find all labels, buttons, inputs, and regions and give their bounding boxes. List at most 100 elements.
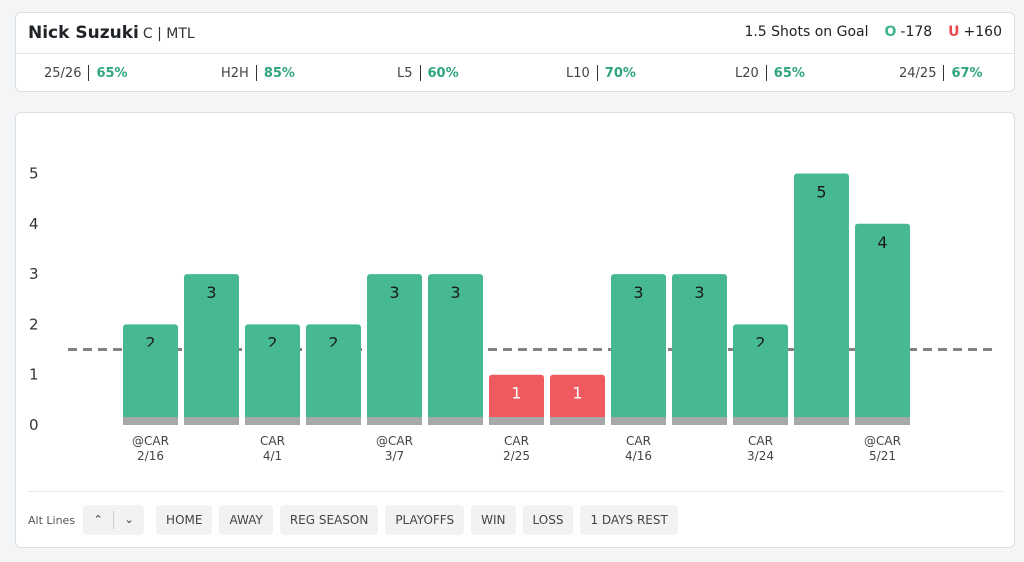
bar[interactable]	[489, 374, 544, 425]
prop-header-top: Nick Suzuki C | MTL 1.5 Shots on Goal O -…	[16, 13, 1014, 54]
bar-overlay	[306, 346, 361, 353]
split-h2h[interactable]: H2H 85%	[221, 65, 295, 81]
chevron-up-icon[interactable]: ⌃	[93, 513, 103, 526]
x-tick-label: @CAR	[864, 434, 901, 448]
bar-overlay	[245, 346, 300, 353]
bar-value-label: 2	[145, 333, 155, 352]
split-value: 60%	[427, 65, 459, 81]
market-label: 1.5 Shots on Goal	[744, 24, 869, 40]
split-l20[interactable]: L20 65%	[735, 65, 805, 81]
split-l10[interactable]: L10 70%	[566, 65, 636, 81]
under-odds[interactable]: +160	[963, 24, 1002, 40]
bar-base	[489, 417, 544, 425]
filter-rest-button[interactable]: 1 DAYS REST	[580, 505, 678, 535]
bar-value-label: 3	[389, 283, 399, 302]
bar-value-label: 3	[694, 283, 704, 302]
split-divider	[765, 65, 767, 81]
player-title: Nick Suzuki C | MTL	[28, 23, 195, 43]
split-divider	[88, 65, 90, 81]
filter-playoffs-button[interactable]: PLAYOFFS	[385, 505, 465, 535]
y-tick-label: 0	[29, 416, 39, 434]
split-value: 65%	[96, 65, 128, 81]
bar[interactable]	[794, 173, 849, 426]
bar-base	[672, 417, 727, 425]
bar-base	[306, 417, 361, 425]
chevron-down-icon[interactable]: ⌄	[124, 513, 134, 526]
split-label: L5	[397, 65, 413, 81]
x-tick-date: 3/24	[747, 449, 774, 463]
bar-overlay	[672, 346, 727, 353]
split-last-season[interactable]: 24/25 67%	[899, 65, 983, 81]
under-tag: U	[948, 24, 960, 40]
y-tick-label: 1	[29, 366, 39, 384]
stepper-divider	[113, 511, 115, 529]
x-tick-date: 3/7	[385, 449, 404, 463]
bar-overlay	[794, 346, 849, 353]
bar-value-label: 3	[450, 283, 460, 302]
x-tick-date: 5/21	[869, 449, 896, 463]
filter-win-button[interactable]: WIN	[471, 505, 516, 535]
bar-overlay	[123, 346, 178, 353]
over-odds[interactable]: -178	[900, 24, 933, 40]
bar-value-label: 5	[816, 183, 826, 202]
bar-overlay	[367, 346, 422, 353]
y-tick-label: 4	[29, 215, 39, 233]
bar-base	[855, 417, 910, 425]
x-tick-label: CAR	[504, 434, 529, 448]
bar-value-label: 2	[267, 333, 277, 352]
bar-base	[733, 417, 788, 425]
bar-value-label: 1	[511, 384, 521, 403]
x-tick-label: CAR	[748, 434, 773, 448]
split-value: 67%	[951, 65, 983, 81]
split-divider	[255, 65, 257, 81]
bar-value-label: 4	[877, 233, 887, 252]
x-tick-date: 2/16	[137, 449, 164, 463]
hit-rate-splits: 25/26 65% H2H 85% L5 60% L10 70% L20 65% 24/2…	[16, 54, 1014, 92]
bar[interactable]	[550, 374, 605, 425]
y-tick-label: 2	[29, 315, 39, 333]
bar-value-label: 3	[633, 283, 643, 302]
split-value: 70%	[604, 65, 636, 81]
chart-divider	[28, 491, 1003, 492]
bar-overlay	[428, 346, 483, 353]
bar-base	[428, 417, 483, 425]
split-label: L20	[735, 65, 759, 81]
bar-base	[367, 417, 422, 425]
bar-overlay	[611, 346, 666, 353]
filter-away-button[interactable]: AWAY	[219, 505, 273, 535]
over-tag: O	[884, 24, 897, 40]
filter-home-button[interactable]: HOME	[156, 505, 213, 535]
split-season[interactable]: 25/26 65%	[44, 65, 128, 81]
filter-bar: Alt Lines ⌃ ⌄ HOME AWAY REG SEASON PLAYO…	[28, 505, 685, 535]
split-l5[interactable]: L5 60%	[397, 65, 459, 81]
x-tick-label: CAR	[260, 434, 285, 448]
x-tick-label: @CAR	[132, 434, 169, 448]
filter-reg-season-button[interactable]: REG SEASON	[279, 505, 379, 535]
bar[interactable]	[855, 223, 910, 425]
x-tick-date: 2/25	[503, 449, 530, 463]
prop-header-card: Nick Suzuki C | MTL 1.5 Shots on Goal O -…	[15, 12, 1015, 92]
split-divider	[943, 65, 945, 81]
x-tick-label: @CAR	[376, 434, 413, 448]
split-value: 65%	[773, 65, 805, 81]
player-name: Nick Suzuki	[28, 23, 139, 43]
split-label: L10	[566, 65, 590, 81]
bar-base	[245, 417, 300, 425]
split-value: 85%	[263, 65, 295, 81]
filter-loss-button[interactable]: LOSS	[522, 505, 574, 535]
split-divider	[419, 65, 421, 81]
bar-base	[550, 417, 605, 425]
x-tick-label: CAR	[626, 434, 651, 448]
bar-base	[123, 417, 178, 425]
bar-value-label: 2	[755, 333, 765, 352]
alt-lines-label: Alt Lines	[28, 513, 76, 527]
bar-overlay	[733, 346, 788, 353]
game-log-chart-card: 0 1 2 3 4 5 2 @CAR 2/16 3 2 CAR 4/1 2 3 @CAR 3/7 3 1 CAR 2/2…	[15, 112, 1015, 548]
bar-base	[184, 417, 239, 425]
y-tick-label: 5	[29, 165, 39, 183]
bar-value-label: 2	[328, 333, 338, 352]
bar-base	[611, 417, 666, 425]
split-label: H2H	[221, 65, 249, 81]
bar-overlay	[184, 346, 239, 353]
game-log-chart: 0123452@CAR2/1632CAR4/123@CAR3/731CAR2/2…	[29, 165, 996, 463]
